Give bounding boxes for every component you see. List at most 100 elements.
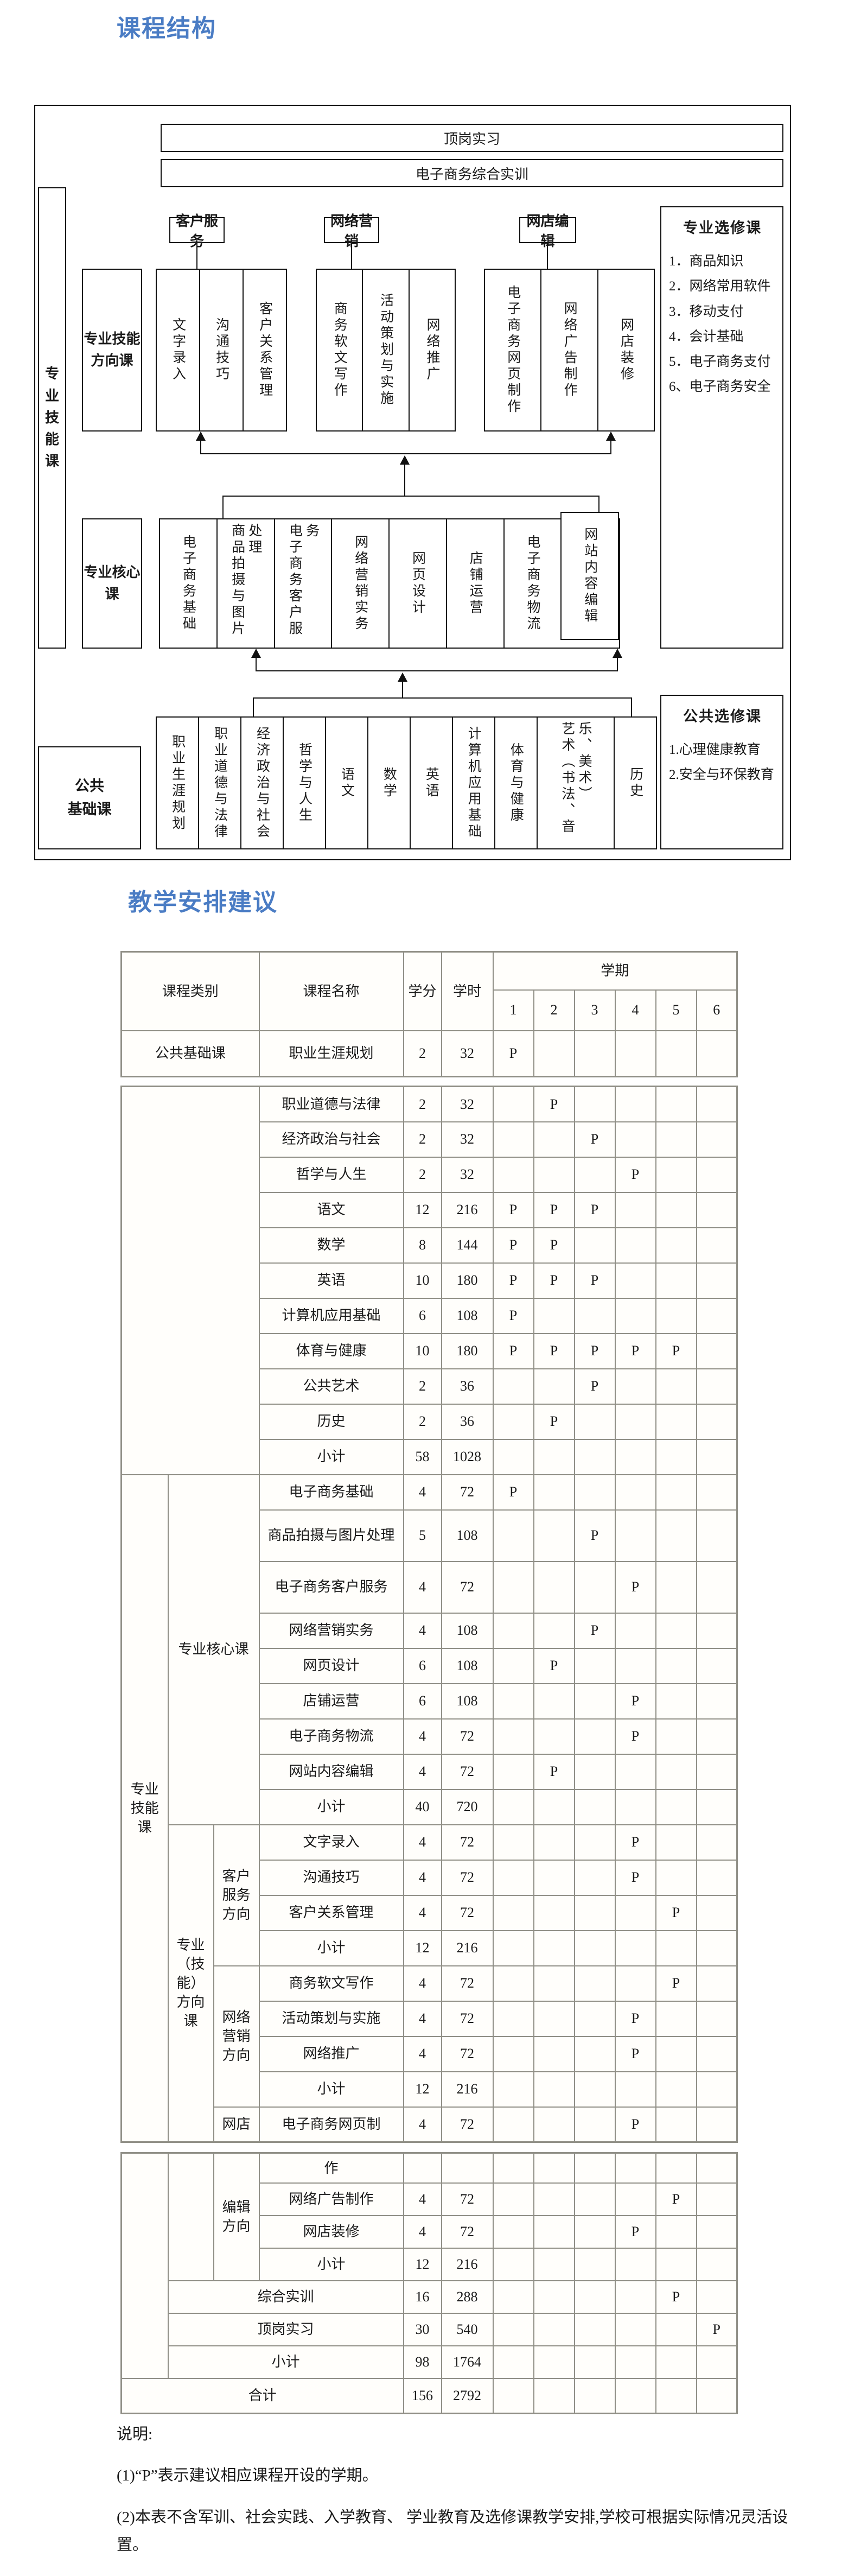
course-label: 计算机应用基础	[466, 726, 481, 840]
sem-cell	[696, 2035, 738, 2072]
credit-cell: 12	[403, 1191, 442, 1228]
hours-cell: 72	[441, 1894, 494, 1931]
sem-number-cell: 5	[655, 989, 697, 1031]
name-cell: 商品拍摄与图片处理	[258, 1509, 404, 1562]
course-label: 网络推广	[424, 318, 439, 383]
sem-cell: P	[614, 2215, 656, 2249]
sem-cell	[533, 2000, 575, 2037]
sem-cell	[492, 2106, 534, 2143]
hours-cell: 72	[441, 1824, 494, 1861]
sem-cell	[492, 1824, 534, 1861]
name-cell: 网站内容编辑	[258, 1753, 404, 1790]
sem-cell	[573, 1227, 616, 1264]
connector-line	[256, 658, 257, 671]
sem-cell	[655, 1859, 697, 1896]
connector-line	[351, 243, 352, 269]
sem-cell	[573, 1560, 616, 1614]
up-arrow-icon	[251, 649, 261, 658]
course-box: 经济政治与社会	[240, 718, 283, 848]
credit-cell: 8	[403, 1227, 442, 1264]
sem-cell	[614, 2247, 656, 2281]
sem-cell	[614, 1368, 656, 1405]
subtotal-hours-cell: 1764	[441, 2345, 494, 2379]
hours-cell: 72	[441, 2035, 494, 2072]
course-box: 客户关系管理	[243, 270, 286, 430]
name-cell: 网店装修	[258, 2215, 404, 2249]
sem-number-cell: 2	[533, 989, 575, 1031]
name-cell: 数学	[258, 1227, 404, 1264]
course-label: 网站内容编辑	[582, 527, 597, 625]
course-label: 网页设计	[410, 551, 425, 616]
sem-cell	[492, 1647, 534, 1684]
sem-cell	[573, 1930, 616, 1966]
sem-cell	[696, 1788, 738, 1825]
connector-line	[200, 453, 611, 454]
course-box: 电子商务物流	[503, 519, 561, 648]
credit-cell: 4	[403, 2035, 442, 2072]
sem-cell	[533, 2247, 575, 2281]
sem-cell	[533, 2345, 575, 2379]
sem-cell	[614, 1191, 656, 1228]
sem-cell	[533, 1560, 575, 1614]
course-label: 数学	[381, 766, 397, 800]
sem-cell	[696, 1647, 738, 1684]
course-box: 网络广告制作	[540, 270, 597, 430]
course-label: 英语	[424, 766, 439, 800]
course-label: 电子商务基础	[181, 535, 196, 632]
sem-cell	[696, 1368, 738, 1405]
credit-cell: 4	[403, 1859, 442, 1896]
sem-cell: P	[533, 1086, 575, 1122]
hours-cell: 180	[441, 1333, 494, 1369]
sem-cell	[614, 2377, 656, 2414]
sem-cell	[573, 2312, 616, 2346]
sem-cell	[696, 1859, 738, 1896]
sem-cell	[573, 1086, 616, 1122]
skill-course-axis-box: 专业技能课	[38, 187, 66, 649]
sem-cell	[696, 2247, 738, 2281]
name-cell: 电子商务网页制	[258, 2106, 404, 2143]
hours-cell: 72	[441, 2215, 494, 2249]
sem-cell	[533, 2312, 575, 2346]
direction-courses-label-box: 专业技能方向课	[82, 269, 142, 432]
hours-cell: 72	[441, 1560, 494, 1614]
hours-cell: 108	[441, 1612, 494, 1649]
sem-cell	[492, 1509, 534, 1562]
course-box: 商品拍摄与图片处理	[216, 519, 274, 648]
name-cell: 电子商务物流	[258, 1718, 404, 1755]
name-cell: 公共艺术	[258, 1368, 404, 1405]
credit-cell: 2	[403, 1121, 442, 1158]
sem-cell	[655, 1647, 697, 1684]
sem-cell	[696, 1086, 738, 1122]
course-label: 网店装修	[618, 318, 634, 383]
name-cell: 语文	[258, 1191, 404, 1228]
sem-cell	[492, 1403, 534, 1440]
subtotal-name-cell: 小计	[258, 1788, 404, 1825]
schedule-table-main: 职业道德与法律 2 32 P 经济政治与社会 2 32 P 哲学与人生 2 32…	[120, 1086, 738, 2143]
sem-cell	[655, 1509, 697, 1562]
sem-cell	[492, 2247, 534, 2281]
credit-cell: 10	[403, 1333, 442, 1369]
course-label: 艺术（书法、音乐、美术）	[559, 721, 592, 836]
public-basic-label-box: 公共 基础课	[38, 746, 141, 849]
sem-number-cell: 4	[614, 989, 656, 1031]
sem-cell	[696, 2345, 738, 2379]
sem-cell	[696, 1560, 738, 1614]
sem-cell: P	[492, 1474, 534, 1511]
bracket-connector	[253, 697, 632, 716]
elective-item: 3．移动支付	[669, 304, 744, 319]
sem-cell	[655, 2215, 697, 2249]
course-box: 电子商务网页制作	[485, 270, 540, 430]
course-label: 商务软文写作	[332, 301, 347, 399]
subtotal-credit-cell: 12	[403, 2247, 442, 2281]
credit-cell: 2	[403, 1086, 442, 1122]
course-label: 经济政治与社会	[254, 726, 270, 840]
sem-cell	[492, 1788, 534, 1825]
category-cell: 公共基础课	[120, 1030, 260, 1077]
hours-cell: 288	[441, 2280, 494, 2314]
credit-cell: 6	[403, 1647, 442, 1684]
sem-cell	[696, 1965, 738, 2002]
credit-cell: 4	[403, 1560, 442, 1614]
name-cell: 哲学与人生	[258, 1156, 404, 1193]
sem-cell	[696, 1612, 738, 1649]
sem-cell: P	[655, 2182, 697, 2216]
